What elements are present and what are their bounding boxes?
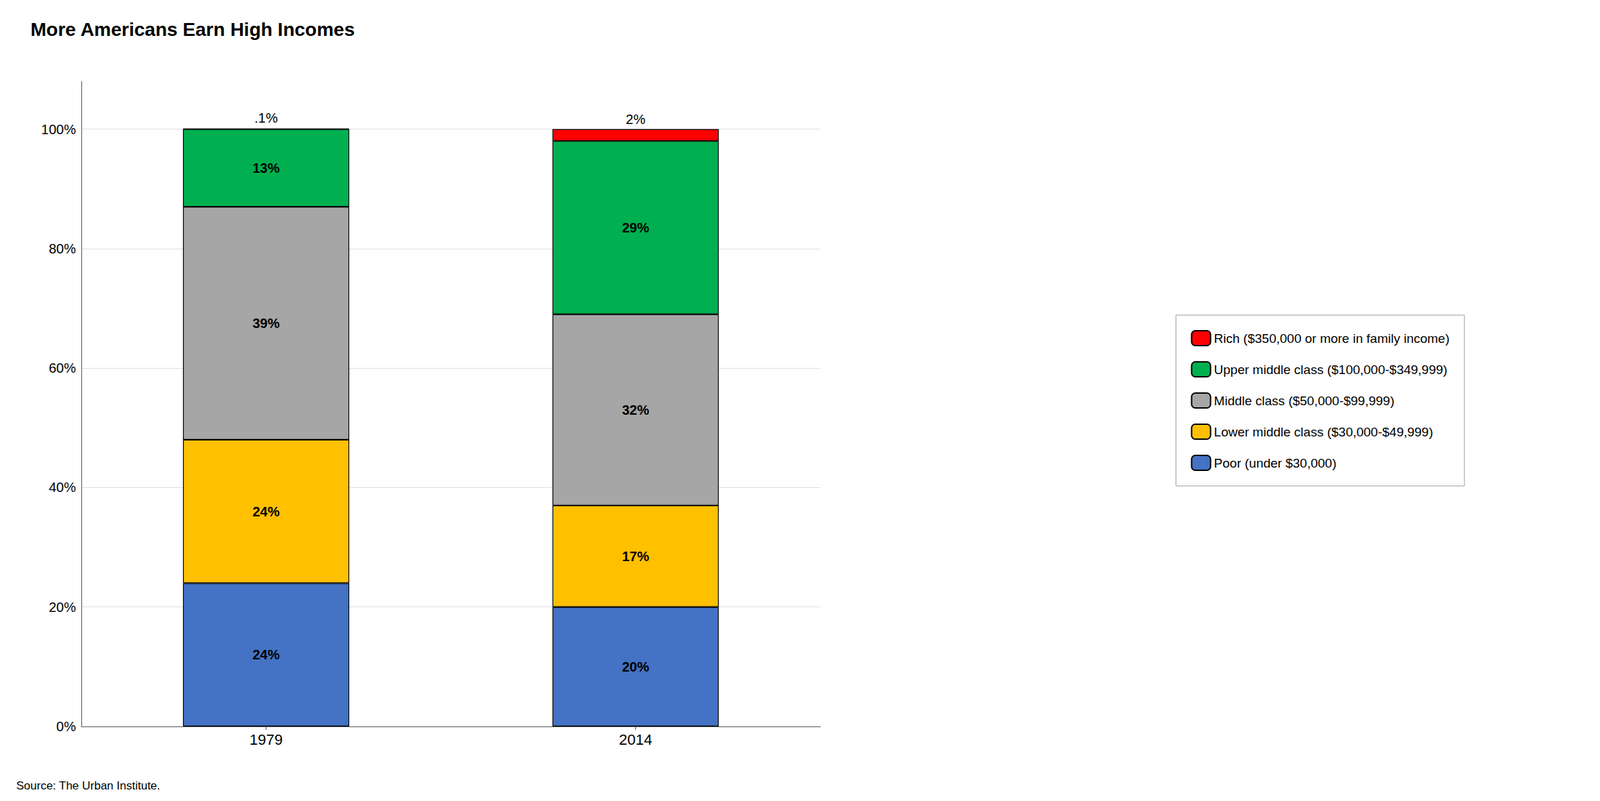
svg-text:24%: 24% [252,504,280,520]
svg-text:Source: The Urban Institute.: Source: The Urban Institute. [16,779,160,793]
svg-text:13%: 13% [252,160,280,176]
svg-text:.1%: .1% [254,110,278,126]
svg-text:80%: 80% [48,241,76,257]
svg-text:More Americans Earn High Incom: More Americans Earn High Incomes [30,18,355,40]
svg-text:60%: 60% [48,360,76,376]
svg-text:24%: 24% [252,647,280,663]
svg-text:0%: 0% [56,719,76,735]
svg-text:100%: 100% [41,122,76,137]
svg-text:Rich ($350,000 or more in fami: Rich ($350,000 or more in family income) [1214,331,1450,346]
svg-text:39%: 39% [252,315,280,331]
svg-text:20%: 20% [621,659,649,675]
svg-text:40%: 40% [48,480,76,495]
svg-text:Poor (under $30,000): Poor (under $30,000) [1214,456,1337,471]
svg-text:Upper middle class ($100,000-$: Upper middle class ($100,000-$349,999) [1214,362,1448,377]
svg-text:2014: 2014 [618,731,653,749]
svg-text:32%: 32% [621,402,649,418]
svg-text:1979: 1979 [249,731,283,749]
svg-text:29%: 29% [621,220,649,236]
svg-text:Middle class ($50,000-$99,999): Middle class ($50,000-$99,999) [1214,393,1395,409]
svg-text:17%: 17% [621,549,649,565]
svg-text:2%: 2% [625,111,646,127]
svg-text:20%: 20% [48,600,76,615]
svg-text:Lower middle class ($30,000-$4: Lower middle class ($30,000-$49,999) [1214,425,1434,440]
